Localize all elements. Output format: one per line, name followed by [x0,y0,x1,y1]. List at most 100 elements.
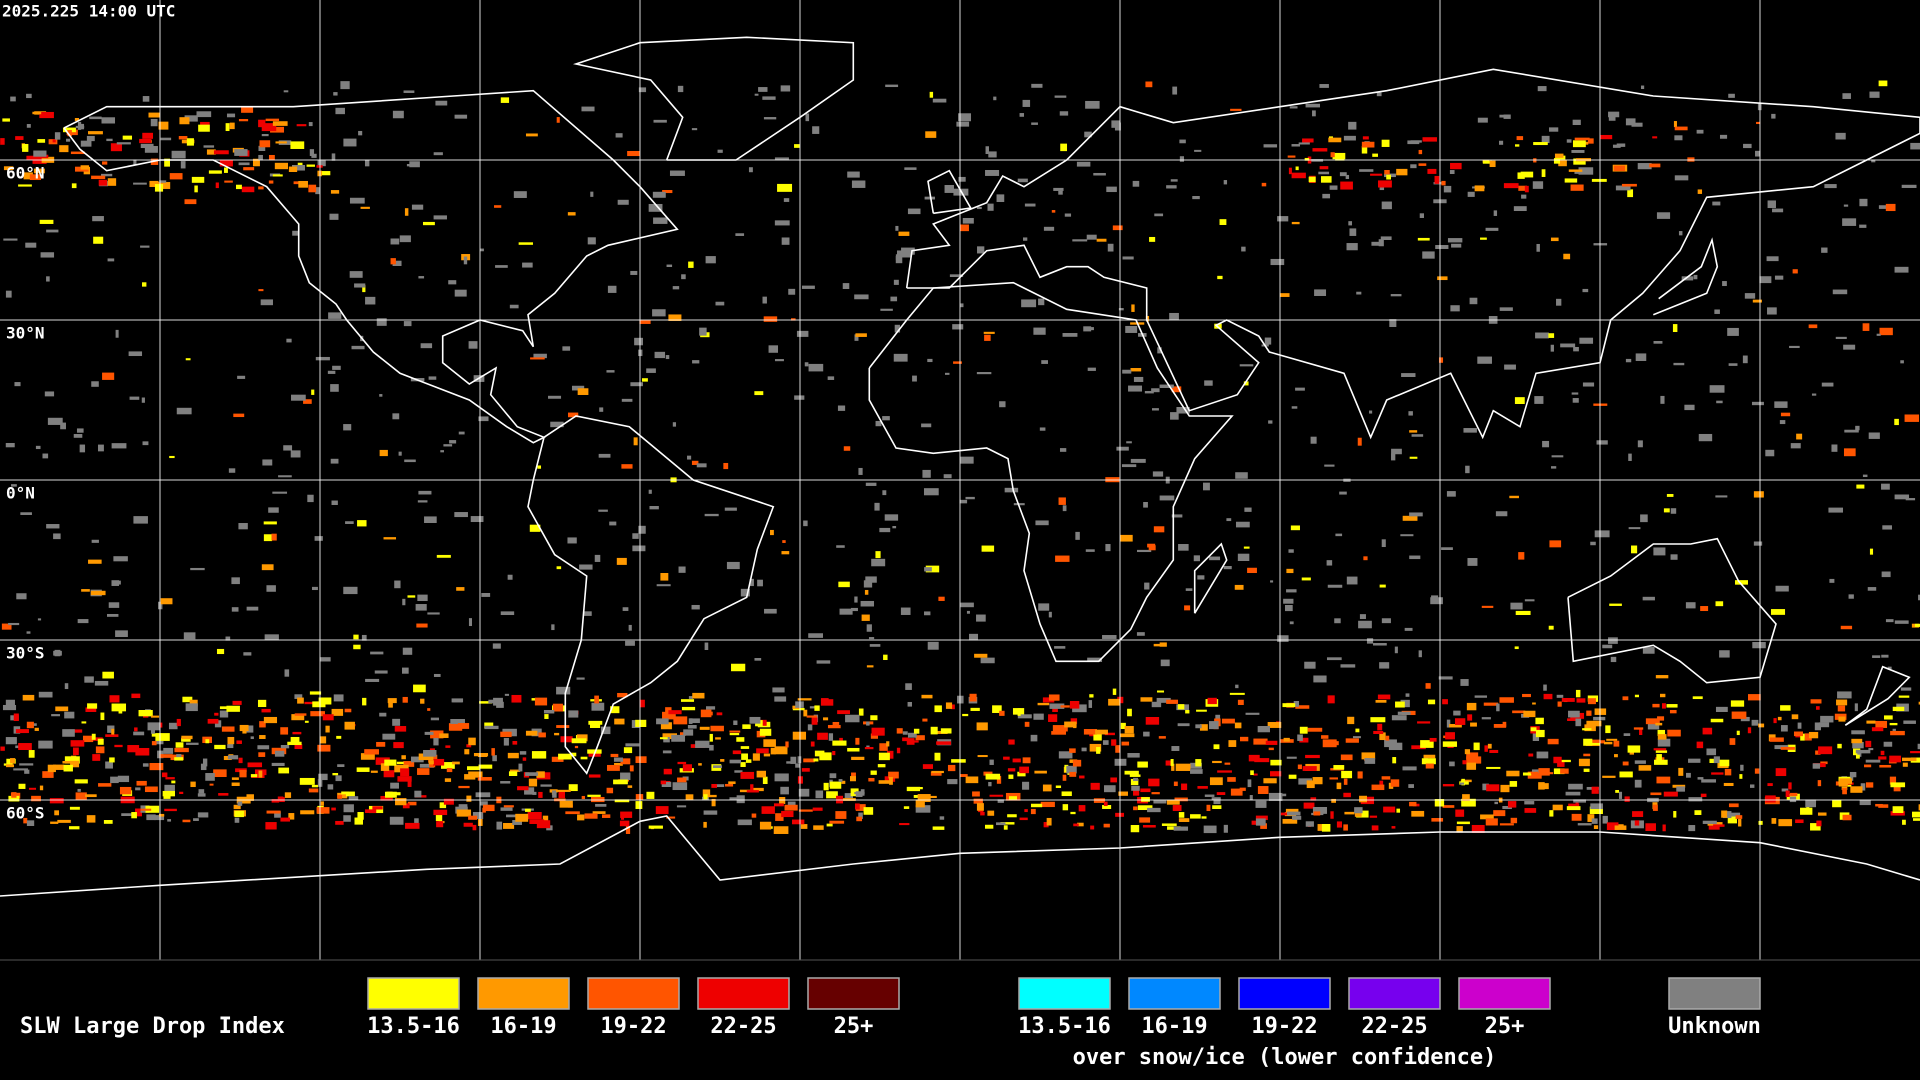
cloud-patch [1578,167,1594,175]
cloud-patch [228,468,236,473]
cloud-patch [1499,697,1514,703]
cloud-patch [996,194,1005,203]
cloud-patch [1887,666,1892,670]
cloud-patch [1657,716,1665,721]
cloud-patch [1773,718,1777,724]
cloud-patch [587,237,596,245]
cloud-patch [1229,692,1245,695]
cloud-patch [1088,700,1093,708]
cloud-patch [1302,138,1314,143]
cloud-patch [1170,412,1179,420]
cloud-patch [513,191,527,198]
cloud-patch [774,220,790,226]
cloud-patch [1866,720,1876,724]
cloud-patch [319,657,331,662]
legend-title: SLW Large Drop Index [20,1014,285,1039]
cloud-patch [1318,171,1330,175]
cloud-patch [258,145,266,151]
cloud-patch [105,734,119,737]
cloud-patch [1409,430,1418,433]
cloud-patch [317,171,331,176]
cloud-patch [419,763,434,768]
legend-swatch [1128,977,1221,1010]
cloud-patch [1572,140,1586,148]
cloud-patch [1235,521,1250,528]
cloud-patch [984,824,994,829]
cloud-patch [1474,185,1485,192]
cloud-patch [503,805,514,808]
cloud-patch [1420,740,1434,748]
cloud-patch [1583,738,1593,746]
cloud-patch [86,135,95,142]
cloud-patch [1613,740,1620,747]
cloud-patch [715,737,721,740]
legend-label: Unknown [1668,1014,1761,1039]
cloud-patch [80,140,92,147]
cloud-patch [1485,818,1498,826]
cloud-patch [598,453,611,458]
cloud-patch [417,500,428,503]
cloud-patch [360,753,375,760]
cloud-patch [331,708,344,716]
cloud-patch [858,812,863,819]
cloud-patch [1152,471,1164,477]
cloud-patch [1640,85,1645,90]
cloud-patch [1295,166,1299,171]
cloud-patch [133,516,148,524]
cloud-patch [662,750,672,754]
cloud-patch [929,91,934,98]
cloud-patch [1596,440,1608,445]
cloud-patch [75,792,87,800]
cloud-patch [826,823,833,827]
coastline [63,89,679,444]
cloud-patch [1692,696,1703,700]
cloud-patch [1655,722,1663,726]
cloud-patch [1814,722,1821,731]
cloud-patch [246,794,254,801]
cloud-patch [261,564,274,571]
cloud-patch [1324,464,1335,467]
cloud-patch [292,164,305,171]
cloud-patch [1453,710,1461,716]
cloud-patch [90,590,106,596]
cloud-patch [635,801,643,809]
cloud-patch [403,761,415,767]
cloud-patch [715,301,725,306]
cloud-patch [1587,698,1596,705]
cloud-patch [1818,746,1833,755]
cloud-patch [1062,774,1067,781]
cloud-patch [62,729,75,737]
cloud-patch [1066,765,1077,774]
cloud-patch [1892,728,1896,733]
cloud-patch [1864,764,1872,768]
cloud-patch [803,520,808,527]
cloud-patch [1312,110,1316,117]
cloud-patch [418,490,432,495]
cloud-patch [816,660,831,664]
legend-label: 22-25 [710,1014,776,1039]
cloud-patch [1790,443,1801,449]
cloud-patch [1418,149,1423,155]
cloud-patch [1297,764,1302,770]
legend-swatch [1668,977,1761,1010]
cloud-patch [1499,823,1514,826]
cloud-patch [1657,734,1667,740]
cloud-patch [308,788,319,793]
cloud-patch [257,745,270,750]
cloud-patch [1404,627,1413,631]
cloud-patch [687,725,697,729]
cloud-patch [677,777,687,783]
cloud-patch [1854,703,1858,712]
cloud-patch [268,154,275,161]
cloud-patch [1463,428,1477,433]
cloud-patch [328,312,342,319]
cloud-patch [1697,777,1704,780]
cloud-patch [996,775,1002,784]
cloud-patch [1843,448,1856,457]
cloud-patch [864,747,874,750]
cloud-patch [1087,657,1103,662]
cloud-patch [1121,464,1137,468]
cloud-patch [185,358,191,361]
cloud-patch [1900,360,1904,364]
cloud-patch [1039,427,1046,431]
